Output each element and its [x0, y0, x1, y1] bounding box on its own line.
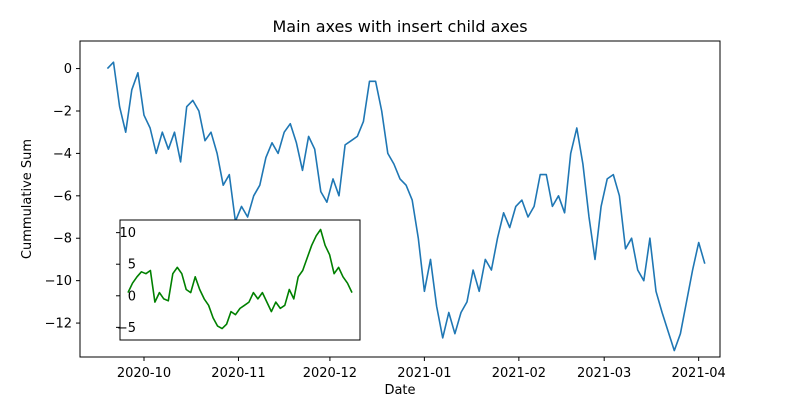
x-tick-label: 2020-11: [211, 366, 265, 381]
main-series: [106, 61, 706, 352]
inset-y-tick-label: 10: [119, 226, 136, 241]
x-tick-label: 2021-04: [672, 366, 726, 381]
inset-series-line: [127, 228, 353, 330]
x-tick-label: 2021-01: [397, 366, 451, 381]
x-tick-label: 2020-10: [117, 366, 171, 381]
x-tick-label: 2021-02: [492, 366, 546, 381]
inset-axes: 10 5 0 −5: [116, 219, 361, 341]
x-tick-label: 2020-12: [303, 366, 357, 381]
y-tick-label: −12: [45, 317, 72, 332]
main-series-line: [106, 61, 706, 352]
inset-y-tick-label: −5: [117, 321, 136, 336]
inset-y-tick-label: 5: [128, 258, 136, 273]
y-tick-label: −2: [53, 104, 72, 119]
y-tick-label: −4: [53, 147, 72, 162]
y-tick-label: 0: [64, 62, 72, 77]
main-y-axis: 0 −2 −4 −6 −8 −10 −12: [45, 62, 80, 332]
inset-y-axis: 10 5 0 −5: [116, 226, 136, 336]
chart-title: Main axes with insert child axes: [272, 17, 527, 36]
y-tick-label: −10: [45, 274, 72, 289]
main-plot-area: [79, 40, 721, 358]
main-axes-frame: [79, 40, 721, 358]
x-tick-label: 2021-03: [577, 366, 631, 381]
inset-background: [120, 220, 360, 340]
y-axis-label: Cummulative Sum: [20, 139, 35, 259]
x-axis-label: Date: [384, 383, 415, 398]
main-x-axis: 2020-10 2020-11 2020-12 2021-01 2021-02 2021-…: [117, 357, 726, 381]
inset-series: [127, 228, 353, 330]
y-tick-label: −6: [53, 189, 72, 204]
inset-frame: [119, 219, 361, 341]
inset-y-tick-label: 0: [128, 289, 136, 304]
y-tick-label: −8: [53, 232, 72, 247]
